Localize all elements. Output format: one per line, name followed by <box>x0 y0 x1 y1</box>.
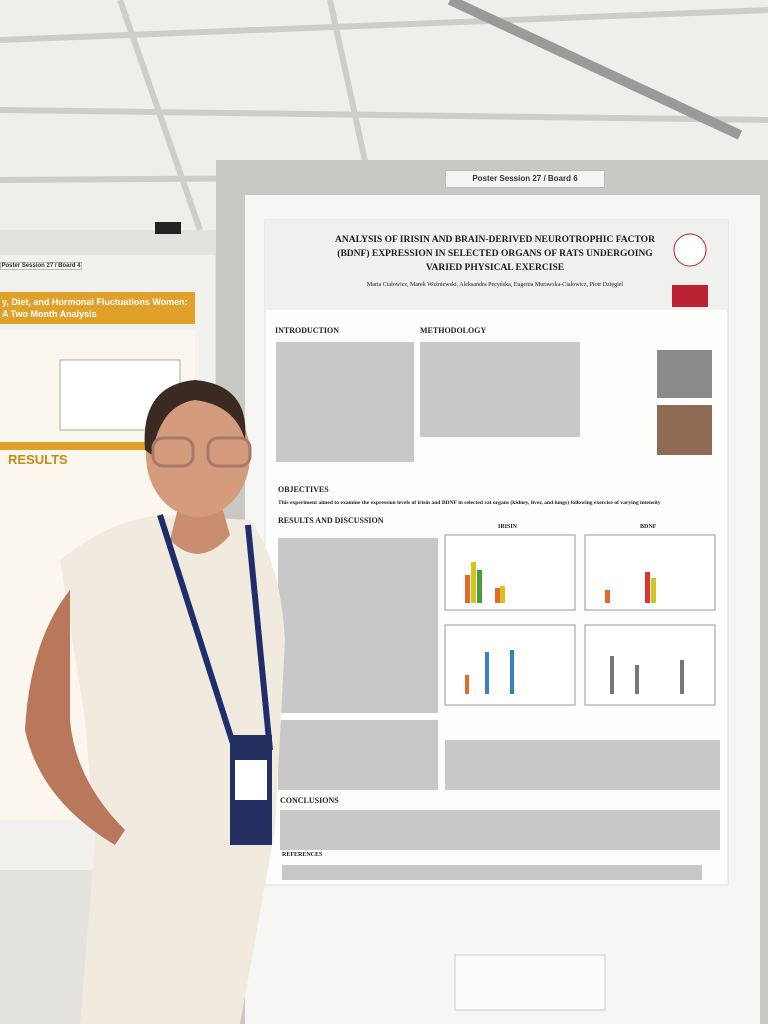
left-title-band <box>0 292 195 324</box>
section-heading: CONCLUSIONS <box>280 796 339 805</box>
objectives-text: This experiment aimed to examine the exp… <box>278 500 661 506</box>
badge-card <box>235 760 267 800</box>
face <box>146 393 250 517</box>
chart-heading: BDNF <box>640 524 657 530</box>
glasses <box>206 436 252 468</box>
section-heading: INTRODUCTION <box>275 326 340 335</box>
logo <box>673 233 707 267</box>
left-results-heading: RESULTS <box>8 452 68 467</box>
speaker <box>155 222 181 234</box>
board-label: Poster Session 27 / Board 6 <box>445 170 605 188</box>
micrograph <box>657 350 712 398</box>
section-heading: METHODOLOGY <box>420 326 487 335</box>
logo-2 <box>672 285 708 307</box>
left-bar <box>0 442 150 450</box>
white-top <box>60 515 285 1024</box>
hair <box>144 380 246 455</box>
arm <box>25 590 125 845</box>
poster-title: ANALYSIS OF IRISIN AND BRAIN-DERIVED NEU… <box>335 235 655 273</box>
glasses <box>151 436 195 468</box>
section-heading: OBJECTIVES <box>278 485 329 494</box>
poster-authors: Maria Ciałowicz, Marek Woźniewski, Aleks… <box>366 282 624 288</box>
section-heading: RESULTS AND DISCUSSION <box>278 516 384 525</box>
chart-heading: IRISIN <box>498 524 518 530</box>
lanyard <box>157 514 273 751</box>
section-heading: REFERENCES <box>282 852 323 858</box>
left-poster-title: y, Diet, and Hormonal Fluctuations Women… <box>2 297 188 319</box>
truss <box>447 0 743 140</box>
micrograph <box>657 405 712 455</box>
poster-header <box>265 220 728 310</box>
body-text <box>276 342 720 880</box>
board-label: Poster Session 27 / Board 4 <box>0 262 82 270</box>
poster-charts <box>444 534 716 706</box>
schedule-sheet <box>454 954 606 1011</box>
